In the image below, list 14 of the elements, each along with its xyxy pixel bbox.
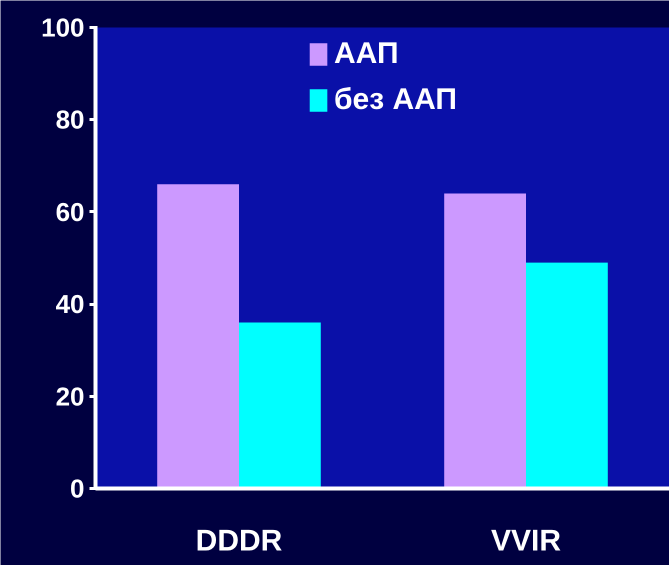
legend-label: без ААП (334, 83, 457, 117)
bar (239, 322, 321, 488)
legend-label: ААП (334, 37, 399, 71)
x-tick-label: VVIR (490, 524, 562, 558)
bar (157, 184, 239, 488)
y-tick-label: 0 (70, 474, 85, 504)
y-tick-label: 40 (56, 289, 84, 320)
bar (444, 193, 526, 488)
y-tick-label: 100 (41, 12, 85, 42)
y-tick-label: 80 (56, 104, 84, 135)
y-tick-label: 20 (56, 381, 84, 412)
bar (526, 262, 608, 488)
x-tick-label: DDDR (196, 524, 283, 558)
y-tick-label: 60 (56, 196, 84, 227)
